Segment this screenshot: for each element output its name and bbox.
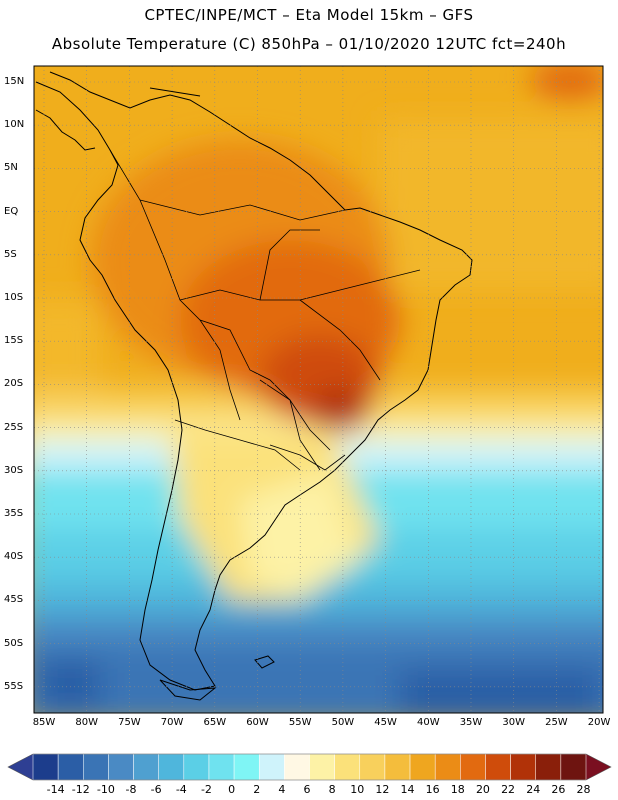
chart-subtitle: Absolute Temperature (C) 850hPa – 01/10/… [51,35,567,53]
colorbar-swatch [384,753,411,781]
lat-label: 10N [4,119,25,131]
colorbar-label: -4 [175,783,187,796]
lat-label: 45S [4,594,24,606]
colorbar-swatch [208,753,235,781]
colorbar-label: -14 [46,783,65,796]
lon-label: 25W [545,717,568,728]
lon-label: 75W [118,717,141,728]
colorbar-label: 24 [526,783,541,796]
colorbar-label: -12 [71,783,90,796]
colorbar [7,753,612,781]
colorbar-swatch [359,753,386,781]
lon-label: 45W [374,717,397,728]
colorbar-swatch [510,753,536,781]
colorbar-swatch [309,753,335,781]
colorbar-swatch [233,753,260,781]
lon-label: 40W [416,717,440,728]
colorbar-swatch [284,753,310,781]
colorbar-label: 14 [400,783,415,796]
colorbar-swatch [57,753,84,781]
colorbar-label: 20 [475,783,490,796]
lat-label: 15S [4,335,24,347]
colorbar-label: 22 [501,783,516,796]
colorbar-swatch [133,753,159,781]
graticule [34,66,603,713]
colorbar-label: -2 [200,783,212,796]
lon-label: 35W [459,717,483,728]
lat-label: 25S [4,421,24,433]
lon-label: 70W [160,717,184,728]
lat-label: 5N [4,162,18,174]
colorbar-under-arrow [8,754,33,780]
colorbar-swatch [183,753,210,781]
lon-label: 20W [587,717,611,728]
colorbar-label: 2 [253,783,261,796]
coastline [35,71,473,701]
lat-label: 20S [4,378,24,390]
colorbar-swatch [108,753,134,781]
colorbar-swatch [434,753,461,781]
colorbar-label: 4 [278,783,286,796]
lat-label: 15N [4,76,25,87]
colorbar-label: -10 [96,783,115,796]
colorbar-label: 6 [303,783,311,796]
chart-title: CPTEC/INPE/MCT – Eta Model 15km – GFS [144,6,474,24]
colorbar-outline [7,753,612,781]
colorbar-swatch [560,753,587,781]
country-borders [109,149,421,471]
lat-label: 55S [4,680,24,692]
lon-label: 55W [288,717,312,728]
lat-label: 10S [4,292,24,303]
lon-label: 30W [502,717,525,728]
colorbar-label: 28 [576,783,591,796]
lat-label: EQ [4,205,19,217]
colorbar-label: 16 [425,783,440,796]
colorbar-swatch [485,753,511,781]
colorbar-label: 8 [328,783,336,796]
lat-label: 50S [4,637,24,649]
lon-label: 85W [32,717,56,728]
colorbar-label: -8 [125,783,137,796]
colorbar-swatch [409,753,436,781]
lon-label: 60W [246,717,269,728]
lat-label: 30S [4,464,24,476]
lat-label: 35S [4,508,24,519]
colorbar-swatch [258,753,285,781]
temperature-field [34,66,603,713]
lon-label: 80W [75,717,98,728]
lon-label: 65W [203,717,227,728]
colorbar-label: 12 [375,783,390,796]
plot-frame [33,65,604,714]
colorbar-swatch [334,753,361,781]
colorbar-label: 0 [228,783,236,796]
colorbar-label: 26 [551,783,566,796]
colorbar-swatch [535,753,562,781]
colorbar-swatch [32,753,59,781]
colorbar-swatch [83,753,109,781]
lat-label: 5S [4,248,17,260]
colorbar-over-arrow [586,754,611,780]
lon-label: 50W [331,717,355,728]
colorbar-swatch [158,753,185,781]
colorbar-swatch [460,753,486,781]
colorbar-label: -6 [150,783,162,796]
colorbar-label: 18 [450,783,465,796]
colorbar-label: 10 [350,783,365,796]
lat-label: 40S [4,551,24,563]
